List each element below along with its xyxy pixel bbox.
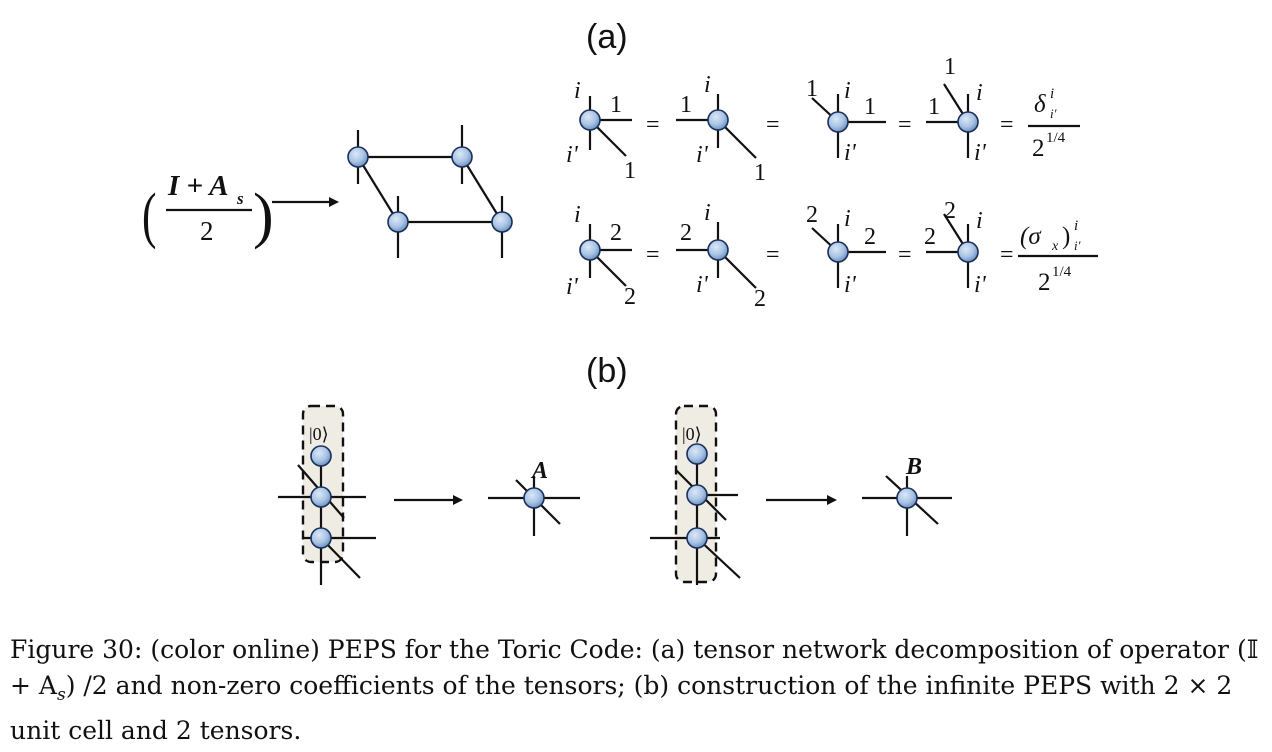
column-node <box>686 484 708 506</box>
svg-text:=: = <box>898 112 912 138</box>
svg-text:2: 2 <box>624 284 636 310</box>
svg-text:2: 2 <box>864 224 876 250</box>
svg-text:2: 2 <box>1038 269 1051 296</box>
svg-text:i: i <box>574 78 581 104</box>
row1-tensor-1: i 1 i' 1 <box>566 78 636 184</box>
svg-text:i: i <box>844 78 851 104</box>
svg-text:i: i <box>1050 86 1054 102</box>
row2-tensor-4: 2 i 2 i' <box>924 198 987 298</box>
svg-text:i': i' <box>696 142 709 168</box>
svg-text:=: = <box>646 242 660 268</box>
svg-text:i': i' <box>844 272 857 298</box>
svg-text:): ) <box>253 182 274 250</box>
tensor-b-label: B <box>905 454 922 480</box>
operator-numerator: I + A <box>167 170 229 202</box>
ket-box-a <box>301 404 345 564</box>
row2-tensor-2: i 2 i' 2 <box>676 200 766 312</box>
svg-text:=: = <box>646 112 660 138</box>
svg-text:1/4: 1/4 <box>1052 264 1072 280</box>
svg-text:|0⟩: |0⟩ <box>309 424 329 444</box>
svg-text:=: = <box>1000 242 1014 268</box>
svg-text:2: 2 <box>610 220 622 246</box>
svg-text:δ: δ <box>1034 91 1046 118</box>
svg-text:i: i <box>844 206 851 232</box>
network-node <box>491 211 513 233</box>
svg-text:x: x <box>1051 239 1059 254</box>
svg-text:i: i <box>704 200 711 226</box>
tensor-a-label: A <box>530 458 548 484</box>
svg-text:i': i' <box>844 140 857 166</box>
svg-text:i': i' <box>696 272 709 298</box>
row1-tensor-3: 1 i 1 i' <box>806 76 886 166</box>
row1-tensor-4: 1 i 1 i' <box>926 54 987 166</box>
panel-b-label: (b) <box>586 352 628 390</box>
svg-text:i: i <box>976 208 983 234</box>
tensor-b: B <box>862 454 952 536</box>
column-node <box>686 527 708 549</box>
coefficient-row-1: i 1 i' 1 = i 1 i' 1 = 1 i 1 i' <box>566 54 1080 186</box>
svg-text:1: 1 <box>928 94 940 120</box>
svg-text:i: i <box>976 80 983 106</box>
svg-text:(σ: (σ <box>1020 223 1042 250</box>
figure-caption: Figure 30: (color online) PEPS for the T… <box>10 635 1259 745</box>
plaquette-network <box>347 125 513 258</box>
panel-a-label: (a) <box>586 18 628 56</box>
network-node <box>451 146 473 168</box>
svg-text:=: = <box>766 242 780 268</box>
column-node <box>686 443 708 465</box>
svg-text:i': i' <box>974 140 987 166</box>
svg-text:i': i' <box>1050 106 1057 121</box>
row2-tensor-3: 2 i 2 i' <box>806 202 886 298</box>
column-b-construction: |0⟩ <box>650 404 741 585</box>
network-node <box>347 146 369 168</box>
svg-text:1/4: 1/4 <box>1046 130 1066 146</box>
svg-text:2: 2 <box>680 220 692 246</box>
svg-text:2: 2 <box>944 198 956 224</box>
row1-rhs-fraction: δ i i' 2 1/4 <box>1028 86 1080 162</box>
svg-text:i: i <box>574 202 581 228</box>
column-node <box>310 445 332 467</box>
column-node <box>310 527 332 549</box>
svg-text:=: = <box>766 112 780 138</box>
operator-fraction: ( I + A s 2 ) <box>142 170 274 250</box>
svg-text:2: 2 <box>806 202 818 228</box>
svg-text:i': i' <box>566 142 579 168</box>
svg-text:i': i' <box>974 272 987 298</box>
coefficient-row-2: i 2 i' 2 = i 2 i' 2 = 2 i 2 i' <box>566 198 1098 312</box>
row2-tensor-1: i 2 i' 2 <box>566 202 636 310</box>
svg-text:1: 1 <box>864 94 876 120</box>
svg-text:i': i' <box>1074 238 1081 253</box>
svg-text:1: 1 <box>944 54 956 80</box>
column-node <box>310 486 332 508</box>
svg-text:1: 1 <box>806 76 818 102</box>
svg-text:|0⟩: |0⟩ <box>682 424 702 444</box>
svg-text:1: 1 <box>754 160 766 186</box>
svg-text:i': i' <box>566 274 579 300</box>
network-node <box>387 211 409 233</box>
svg-text:i: i <box>1074 218 1078 234</box>
svg-text:i: i <box>704 72 711 98</box>
row1-tensor-2: i 1 i' 1 <box>676 72 766 186</box>
svg-text:1: 1 <box>680 92 692 118</box>
operator-subscript: s <box>236 189 244 208</box>
svg-text:1: 1 <box>610 92 622 118</box>
operator-denominator: 2 <box>200 216 214 246</box>
svg-text:2: 2 <box>924 224 936 250</box>
figure-30-diagram: (a) ( I + A s 2 ) i 1 i' <box>142 18 1098 585</box>
row2-rhs-fraction: (σ x ) i i' 2 1/4 <box>1018 218 1098 296</box>
svg-text:=: = <box>1000 112 1014 138</box>
svg-text:2: 2 <box>1032 135 1045 162</box>
svg-text:=: = <box>898 242 912 268</box>
column-a-construction: |0⟩ <box>278 404 376 585</box>
tensor-a: A <box>488 458 580 536</box>
svg-text:2: 2 <box>754 286 766 312</box>
svg-text:(: ( <box>142 180 156 250</box>
svg-text:): ) <box>1062 223 1070 250</box>
svg-text:1: 1 <box>624 158 636 184</box>
